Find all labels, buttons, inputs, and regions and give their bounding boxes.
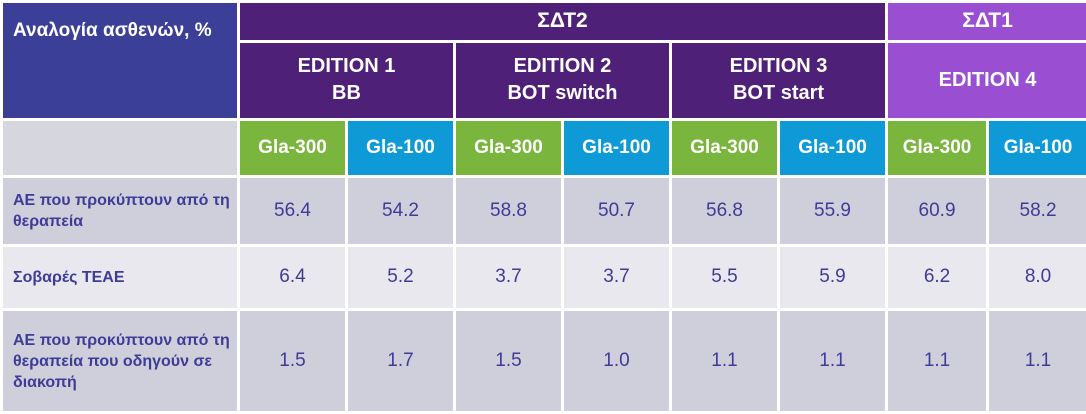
table-cell: 3.7 xyxy=(456,246,561,309)
table-cell: 56.8 xyxy=(672,177,777,244)
table-row: ΑΕ που προκύπτουν από τη θεραπεία 56.4 5… xyxy=(3,177,1086,244)
row-label-teae-discontinuation: ΑΕ που προκύπτουν από τη θεραπεία που οδ… xyxy=(3,311,237,411)
column-header-gla100: Gla-100 xyxy=(348,120,453,175)
table-cell: 8.0 xyxy=(989,246,1086,309)
table-cell: 5.5 xyxy=(672,246,777,309)
group-header-sdt1: ΣΔΤ1 xyxy=(888,3,1086,40)
row-label-serious-teae: Σοβαρές TEAE xyxy=(3,246,237,309)
table-cell: 1.5 xyxy=(456,311,561,411)
edition-4-header: EDITION 4 xyxy=(888,42,1086,118)
table-cell: 1.7 xyxy=(348,311,453,411)
table-cell: 58.8 xyxy=(456,177,561,244)
column-header-gla300: Gla-300 xyxy=(456,120,561,175)
table-cell: 1.0 xyxy=(564,311,669,411)
table-cell: 60.9 xyxy=(888,177,987,244)
table-cell: 1.1 xyxy=(989,311,1086,411)
column-header-gla100: Gla-100 xyxy=(564,120,669,175)
table-cell: 1.1 xyxy=(780,311,886,411)
table-row: Σοβαρές TEAE 6.4 5.2 3.7 3.7 5.5 5.9 6.2… xyxy=(3,246,1086,309)
edition-3-subtitle: BOT start xyxy=(732,82,825,105)
edition-1-title: EDITION 1 xyxy=(297,55,396,78)
table-cell: 1.5 xyxy=(240,311,345,411)
edition-2-subtitle: BOT switch xyxy=(507,82,618,105)
column-header-gla300: Gla-300 xyxy=(240,120,345,175)
table-cell: 1.1 xyxy=(672,311,777,411)
edition-1-subtitle: BB xyxy=(332,82,361,105)
group-header-sdt2: ΣΔΤ2 xyxy=(240,3,886,40)
column-header-gla100: Gla-100 xyxy=(989,120,1086,175)
table-cell: 5.2 xyxy=(348,246,453,309)
corner-header: Αναλογία ασθενών, % xyxy=(3,3,237,118)
table-cell: 6.2 xyxy=(888,246,987,309)
table-cell: 3.7 xyxy=(564,246,669,309)
table-cell: 50.7 xyxy=(564,177,669,244)
edition-1-header: EDITION 1 BB xyxy=(240,42,453,118)
table-cell: 55.9 xyxy=(780,177,886,244)
table-cell: 56.4 xyxy=(240,177,345,244)
table-row: ΑΕ που προκύπτουν από τη θεραπεία που οδ… xyxy=(3,311,1086,411)
table-cell: 58.2 xyxy=(989,177,1086,244)
table-cell: 1.1 xyxy=(888,311,987,411)
column-header-gla300: Gla-300 xyxy=(888,120,987,175)
edition-2-title: EDITION 2 xyxy=(513,55,612,78)
edition-4-title: EDITION 4 xyxy=(938,68,1037,91)
column-header-blank xyxy=(3,120,237,175)
column-header-gla300: Gla-300 xyxy=(672,120,777,175)
table-cell: 6.4 xyxy=(240,246,345,309)
edition-3-title: EDITION 3 xyxy=(729,55,828,78)
column-header-gla100: Gla-100 xyxy=(780,120,886,175)
table-cell: 54.2 xyxy=(348,177,453,244)
row-label-teae: ΑΕ που προκύπτουν από τη θεραπεία xyxy=(3,177,237,244)
edition-3-header: EDITION 3 BOT start xyxy=(672,42,886,118)
table-cell: 5.9 xyxy=(780,246,886,309)
edition-2-header: EDITION 2 BOT switch xyxy=(456,42,669,118)
